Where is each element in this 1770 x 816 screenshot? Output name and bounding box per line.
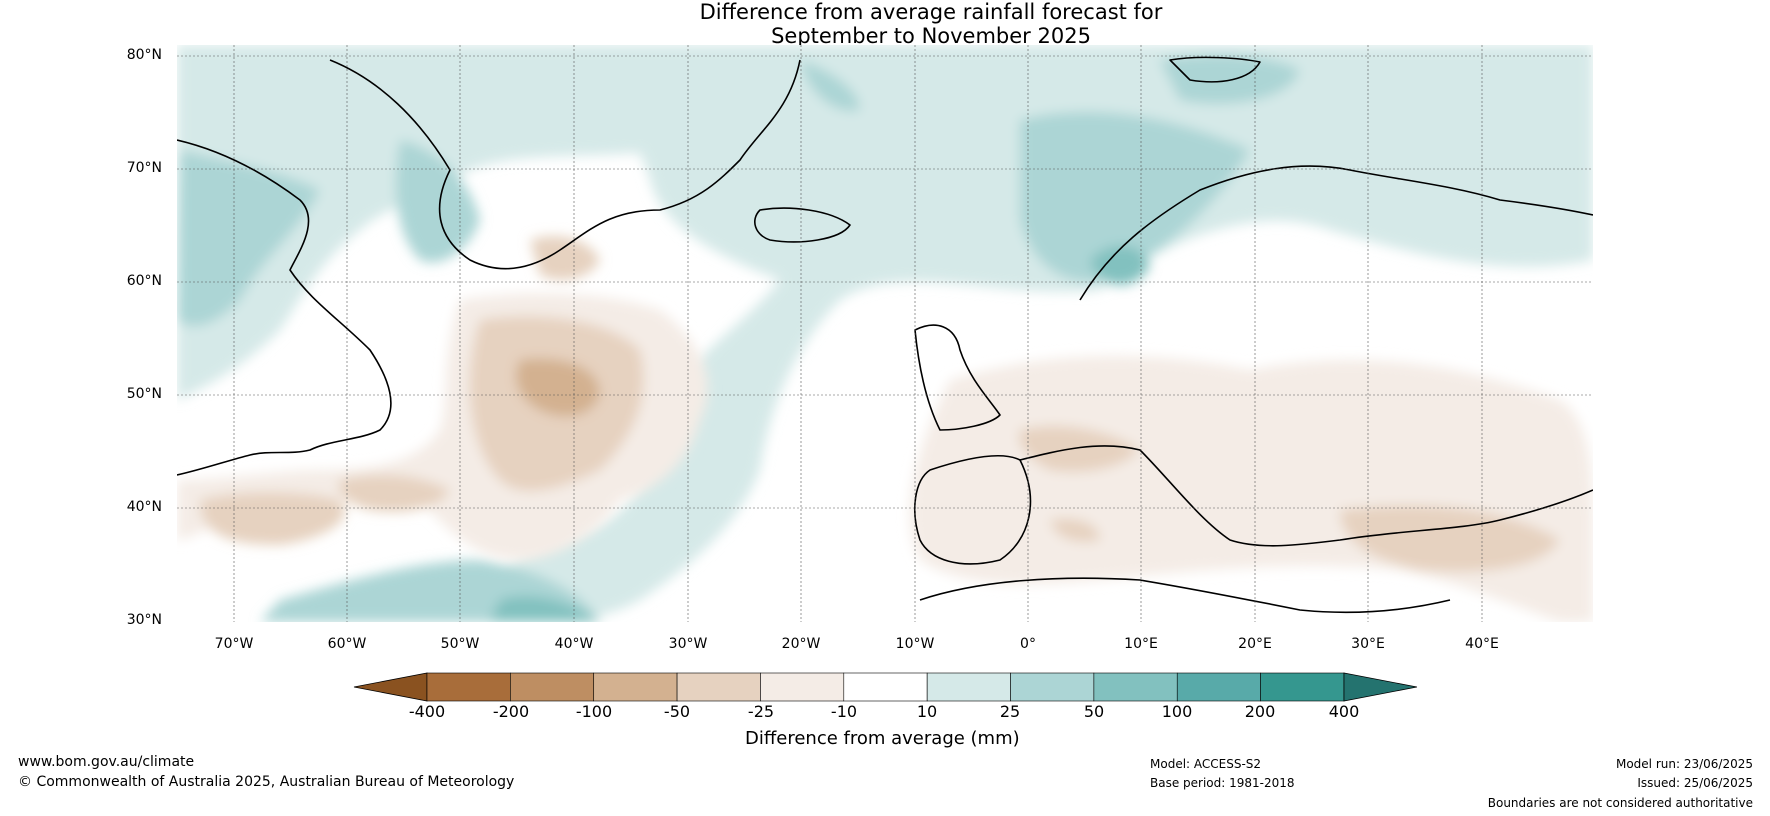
lon-label-20w: 20°W <box>781 636 821 652</box>
base-period: Base period: 1981-2018 <box>1150 776 1295 790</box>
colorbar-tick: -400 <box>408 702 446 721</box>
colorbar-segment <box>1093 672 1178 702</box>
colorbar-segment <box>593 672 678 702</box>
drier-regions <box>177 236 1593 622</box>
coastlines <box>177 56 1593 614</box>
lon-label-40e: 40°E <box>1465 636 1499 652</box>
lon-label-40w: 40°W <box>554 636 594 652</box>
colorbar-tick: -10 <box>830 702 858 721</box>
colorbar-segment <box>1260 672 1345 702</box>
colorbar-segment <box>510 672 595 702</box>
website-link[interactable]: www.bom.gov.au/climate <box>18 754 195 770</box>
lon-label-50w: 50°W <box>440 636 480 652</box>
colorbar-segment <box>426 672 511 702</box>
colorbar-segment <box>926 672 1011 702</box>
lon-label-0: 0° <box>1020 636 1036 652</box>
lat-label-60n: 60°N <box>126 273 162 289</box>
lat-label-30n: 30°N <box>126 612 162 628</box>
colorbar-tick: -100 <box>575 702 613 721</box>
colorbar-segment <box>843 672 928 702</box>
colorbar-segment <box>676 672 761 702</box>
title-line-1: Difference from average rainfall forecas… <box>699 0 1163 24</box>
colorbar-segments <box>353 672 1418 702</box>
lon-label-30e: 30°E <box>1351 636 1385 652</box>
colorbar-tick: 10 <box>916 702 938 721</box>
lon-label-30w: 30°W <box>668 636 708 652</box>
colorbar-tick: -25 <box>747 702 775 721</box>
colorbar-tick: 50 <box>1083 702 1105 721</box>
colorbar-tick: -50 <box>663 702 691 721</box>
disclaimer-text: Boundaries are not considered authoritat… <box>1487 796 1753 810</box>
colorbar-label: Difference from average (mm) <box>745 728 1020 749</box>
lon-label-10e: 10°E <box>1124 636 1158 652</box>
issued-date: Issued: 25/06/2025 <box>1637 776 1753 790</box>
lon-label-10w: 10°W <box>895 636 935 652</box>
model-run-date: Model run: 23/06/2025 <box>1615 757 1753 771</box>
colorbar-tick: -200 <box>492 702 530 721</box>
colorbar-extend-low <box>353 672 428 702</box>
lon-label-70w: 70°W <box>214 636 254 652</box>
lat-label-40n: 40°N <box>126 499 162 515</box>
colorbar-tick: 25 <box>999 702 1021 721</box>
colorbar-extend-high <box>1343 672 1418 702</box>
lon-label-60w: 60°W <box>327 636 367 652</box>
copyright-text: © Commonwealth of Australia 2025, Austra… <box>18 774 515 790</box>
lon-label-20e: 20°E <box>1238 636 1272 652</box>
gridlines <box>177 45 1593 622</box>
colorbar-segment <box>760 672 845 702</box>
model-name: Model: ACCESS-S2 <box>1150 757 1262 771</box>
colorbar-tick: 400 <box>1328 702 1360 721</box>
colorbar-tick: 100 <box>1161 702 1193 721</box>
title-line-2: September to November 2025 <box>771 24 1091 48</box>
lat-label-80n: 80°N <box>126 47 162 63</box>
lat-label-50n: 50°N <box>126 386 162 402</box>
chart-title: Difference from average rainfall forecas… <box>0 0 1770 48</box>
colorbar-segment <box>1010 672 1095 702</box>
lat-label-70n: 70°N <box>126 160 162 176</box>
colorbar-segment <box>1176 672 1261 702</box>
colorbar-tick: 200 <box>1244 702 1276 721</box>
